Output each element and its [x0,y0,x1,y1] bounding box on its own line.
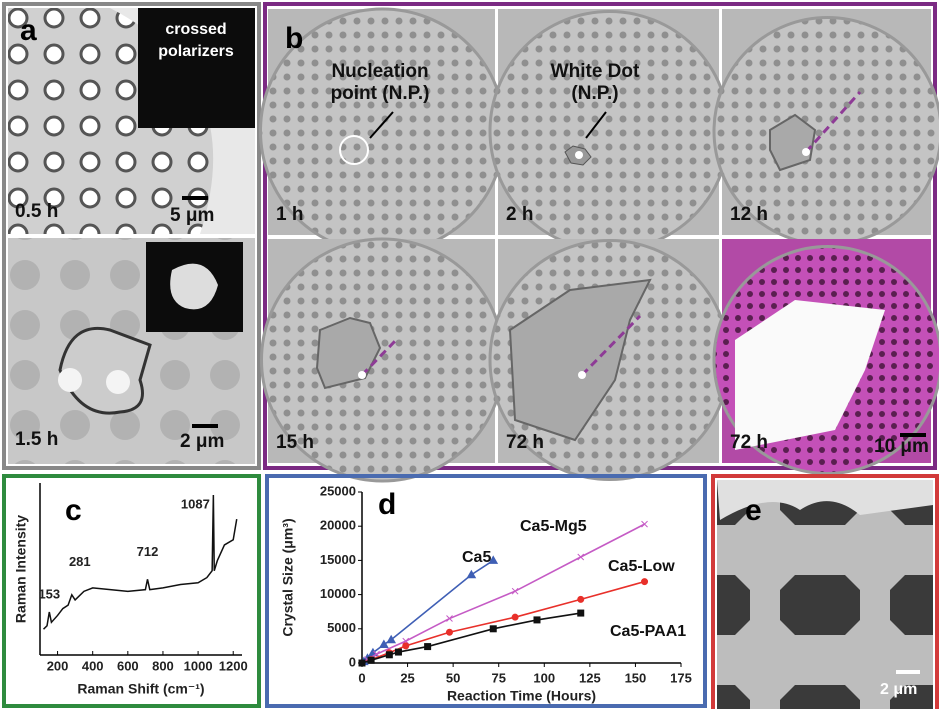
peak-label: 1087 [181,496,210,511]
marker [578,554,584,560]
x-tick-label: 1200 [219,658,248,673]
marker [359,660,365,666]
x-tick-label: 0 [358,670,365,685]
series-label: Ca5-Mg5 [520,518,587,535]
peak-label: 153 [38,586,60,601]
y-tick-label: 20000 [320,518,356,533]
marker [642,579,648,585]
series-line [362,613,581,663]
dot [58,368,82,392]
y-tick-label: 15000 [320,552,356,567]
figure: a crossedpolarizers 0.5 h 5 μm 1.5 h 2 μ… [0,0,939,709]
x-tick-label: 600 [117,658,139,673]
x-tick-label: 50 [446,670,460,685]
marker [467,571,475,578]
marker [642,521,648,527]
marker [386,652,392,658]
time-label: 1.5 h [15,429,58,450]
time-label: 12 h [730,204,768,225]
marker [368,657,374,663]
y-tick-label: 25000 [320,483,356,498]
scale-label: 10 μm [874,436,929,457]
x-axis-label: Reaction Time (Hours) [447,688,596,704]
time-label: 72 h [730,432,768,453]
x-tick-label: 400 [82,658,104,673]
y-tick-label: 10000 [320,586,356,601]
series-label: Ca5-Low [608,558,675,575]
y-tick-label: 5000 [327,620,356,635]
dot [106,370,130,394]
time-label: 1 h [276,204,303,225]
time-label: 72 h [506,432,544,453]
time-label: 15 h [276,432,314,453]
x-tick-label: 100 [533,670,555,685]
peak-label: 712 [137,544,159,559]
scale-label: 5 μm [170,205,214,226]
x-tick-label: 1000 [184,658,213,673]
y-tick-label: 0 [349,654,356,669]
page: {"panel_a": {"label": "a", "inset_text":… [0,0,939,709]
x-tick-label: 175 [670,670,692,685]
series-label: Ca5 [462,549,491,566]
white-dot [358,371,366,379]
x-tick-label: 150 [625,670,647,685]
marker [512,614,518,620]
marker [578,610,584,616]
peak-label: 281 [69,554,91,569]
x-tick-label: 25 [400,670,414,685]
scale-label: 2 μm [180,431,224,452]
y-axis-label: Raman Intensity [13,515,29,623]
marker [534,617,540,623]
x-tick-label: 200 [47,658,69,673]
x-tick-label: 800 [152,658,174,673]
time-label: 0.5 h [15,201,58,222]
panel-label: b [285,22,303,55]
panel-label: a [20,14,37,47]
x-tick-label: 75 [491,670,505,685]
y-axis-label: Crystal Size (μm³) [280,518,296,636]
marker [490,626,496,632]
marker [512,588,518,594]
white-dot [575,151,583,159]
x-tick-label: 125 [579,670,601,685]
marker [425,644,431,650]
white-dot [802,148,810,156]
marker [578,596,584,602]
time-label: 2 h [506,204,533,225]
marker [446,629,452,635]
x-axis-label: Raman Shift (cm⁻¹) [77,681,204,697]
white-dot [578,371,586,379]
marker [403,643,409,649]
series-label: Ca5-PAA1 [610,623,686,640]
panel-label: d [378,488,396,521]
marker [380,641,388,648]
panel-label: e [745,494,762,527]
scale-label: 2 μm [880,681,917,698]
marker [395,649,401,655]
panel-label: c [65,494,82,527]
marker [446,616,452,622]
